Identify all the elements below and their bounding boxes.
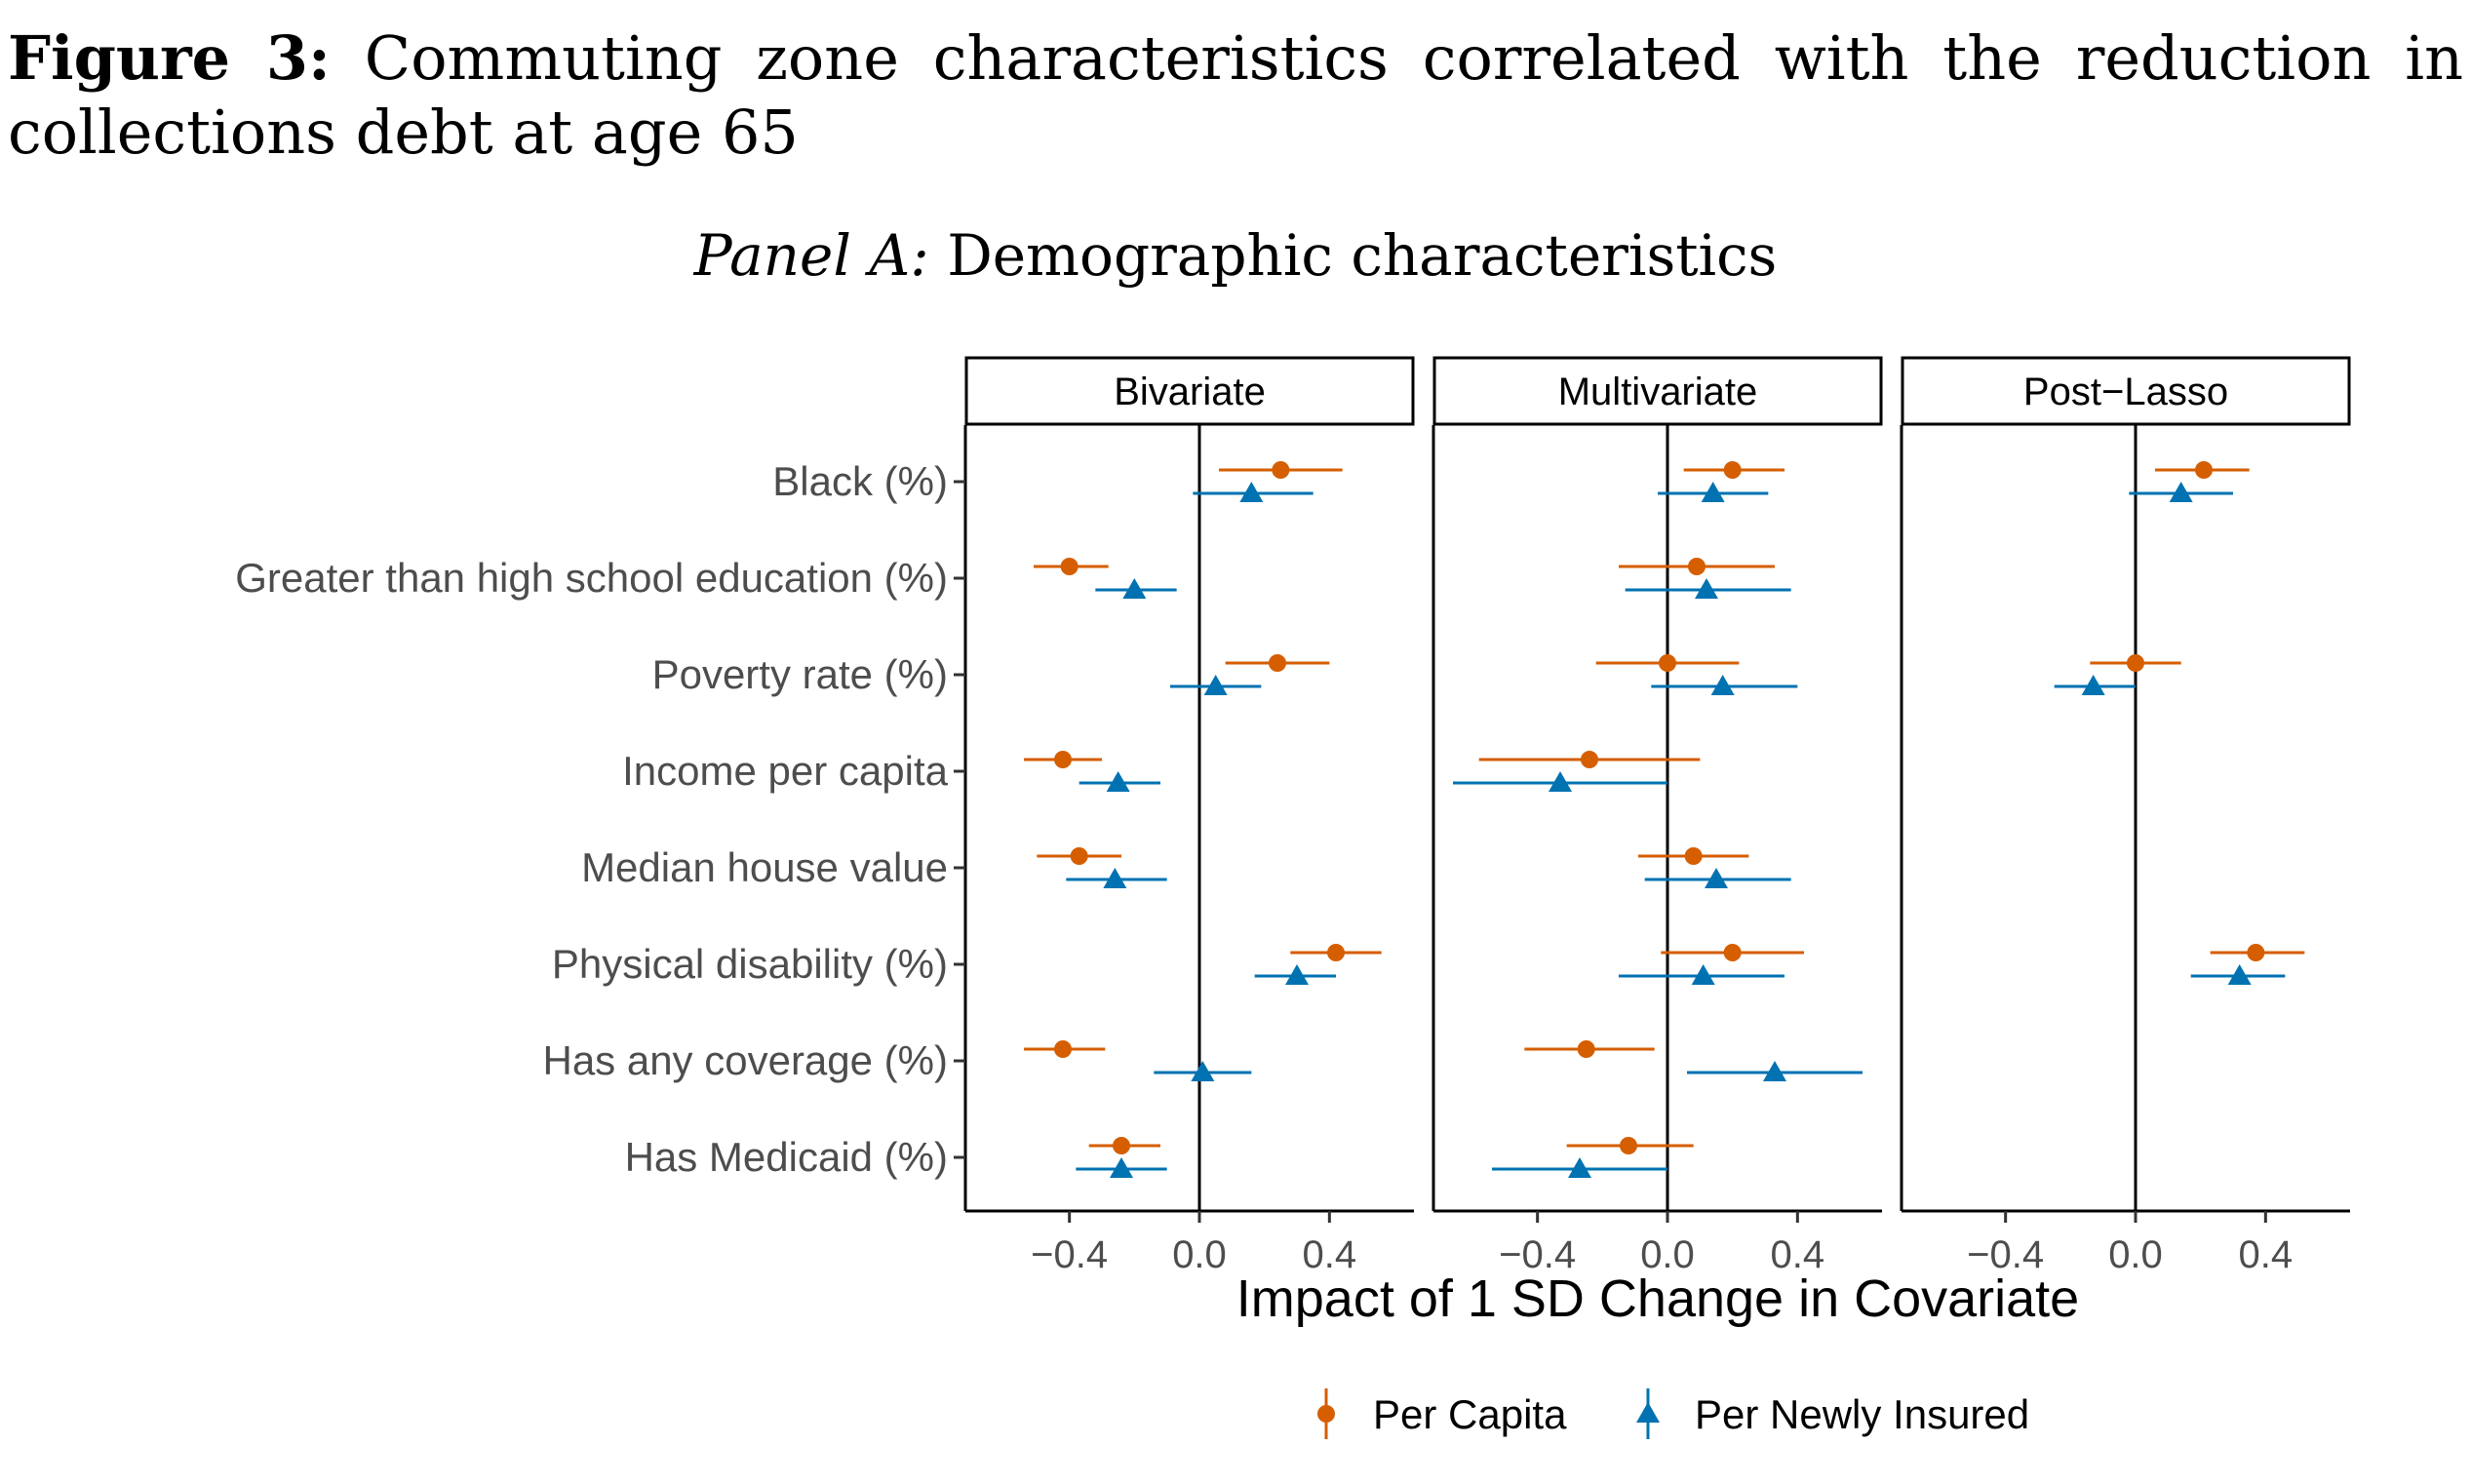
point-per-capita: [1684, 847, 1703, 865]
point-per-newly-insured: [1203, 675, 1228, 695]
point-per-newly-insured: [1239, 482, 1264, 502]
figure-caption: Figure 3: Commuting zone characteristics…: [8, 21, 2463, 170]
panel-title: Panel A: Demographic characteristics: [0, 222, 2471, 289]
point-per-newly-insured: [1701, 482, 1725, 502]
facet-label-bivariate: Bivariate: [1114, 371, 1266, 413]
point-per-capita: [1723, 944, 1742, 961]
y-tick-label-has-any-coverage: Has any coverage (%): [542, 1037, 948, 1083]
figure-label: Figure 3:: [8, 22, 331, 94]
x-tick-label: 0.0: [2108, 1233, 2163, 1276]
facet-strip-bivariate: [964, 356, 1415, 426]
x-tick-label: −0.4: [1499, 1233, 1576, 1276]
point-per-capita: [1723, 461, 1742, 479]
y-tick-label-median-house-value: Median house value: [581, 844, 948, 890]
y-tick-label-black: Black (%): [772, 458, 948, 504]
figure-title: Commuting zone characteristics correlate…: [8, 22, 2463, 168]
panel-name: Demographic characteristics: [947, 222, 1778, 289]
point-per-capita: [1577, 1040, 1595, 1058]
point-per-capita: [1272, 461, 1290, 479]
point-per-capita: [1620, 1137, 1637, 1154]
point-per-newly-insured: [1691, 964, 1715, 985]
point-per-capita: [1070, 847, 1088, 865]
point-per-capita: [1054, 1040, 1072, 1058]
x-tick-label: 0.4: [1303, 1233, 1357, 1276]
point-per-newly-insured: [1285, 964, 1309, 985]
legend-label-per-newly-insured: Per Newly Insured: [1695, 1391, 2029, 1437]
y-tick-label-has-medicaid: Has Medicaid (%): [625, 1134, 948, 1180]
point-per-newly-insured: [1705, 868, 1728, 888]
panel-label: Panel A:: [693, 222, 929, 289]
point-per-newly-insured: [1549, 771, 1572, 792]
point-per-newly-insured: [1106, 771, 1130, 792]
point-per-capita: [2127, 654, 2144, 672]
point-per-newly-insured: [1110, 1157, 1133, 1178]
y-tick-label-poverty-rate: Poverty rate (%): [652, 651, 948, 697]
facet-strip-multivariate: [1432, 356, 1883, 426]
y-tick-label-income-per-capita: Income per capita: [622, 748, 948, 794]
x-tick-label: 0.4: [1771, 1233, 1825, 1276]
legend-label-per-capita: Per Capita: [1373, 1391, 1567, 1437]
point-per-newly-insured: [1122, 578, 1147, 599]
point-per-capita: [1269, 654, 1286, 672]
y-tick-label-greater-than-high-school-education: Greater than high school education (%): [235, 555, 948, 601]
facet-label-post-lasso: Post−Lasso: [2023, 371, 2228, 413]
point-per-capita: [1659, 654, 1676, 672]
point-per-capita: [2247, 944, 2265, 961]
point-per-newly-insured: [2081, 675, 2105, 695]
point-per-capita: [1054, 751, 1072, 768]
point-per-newly-insured: [1695, 578, 1718, 599]
legend-key-per-capita: [1317, 1405, 1335, 1423]
point-per-capita: [1327, 944, 1345, 961]
facet-label-multivariate: Multivariate: [1558, 371, 1758, 413]
point-per-capita: [1581, 751, 1598, 768]
point-per-newly-insured: [1103, 868, 1127, 888]
point-per-capita: [1060, 558, 1079, 575]
x-axis-title: Impact of 1 SD Change in Covariate: [1236, 1269, 2079, 1328]
facet-strip-post-lasso: [1901, 356, 2351, 426]
x-tick-label: −0.4: [1031, 1233, 1108, 1276]
x-tick-label: 0.4: [2239, 1233, 2294, 1276]
x-tick-label: 0.0: [1172, 1233, 1227, 1276]
point-per-newly-insured: [1763, 1061, 1786, 1081]
point-per-capita: [1688, 558, 1706, 575]
y-tick-label-physical-disability: Physical disability (%): [552, 941, 948, 987]
legend-key-per-newly-insured: [1636, 1402, 1660, 1423]
point-per-capita: [1113, 1137, 1130, 1154]
point-per-newly-insured: [2169, 482, 2193, 502]
x-tick-label: 0.0: [1640, 1233, 1695, 1276]
point-per-newly-insured: [1568, 1157, 1591, 1178]
x-tick-label: −0.4: [1967, 1233, 2044, 1276]
point-per-newly-insured: [2227, 964, 2252, 985]
point-per-newly-insured: [1191, 1061, 1215, 1081]
point-per-capita: [2195, 461, 2213, 479]
point-per-newly-insured: [1710, 675, 1735, 695]
